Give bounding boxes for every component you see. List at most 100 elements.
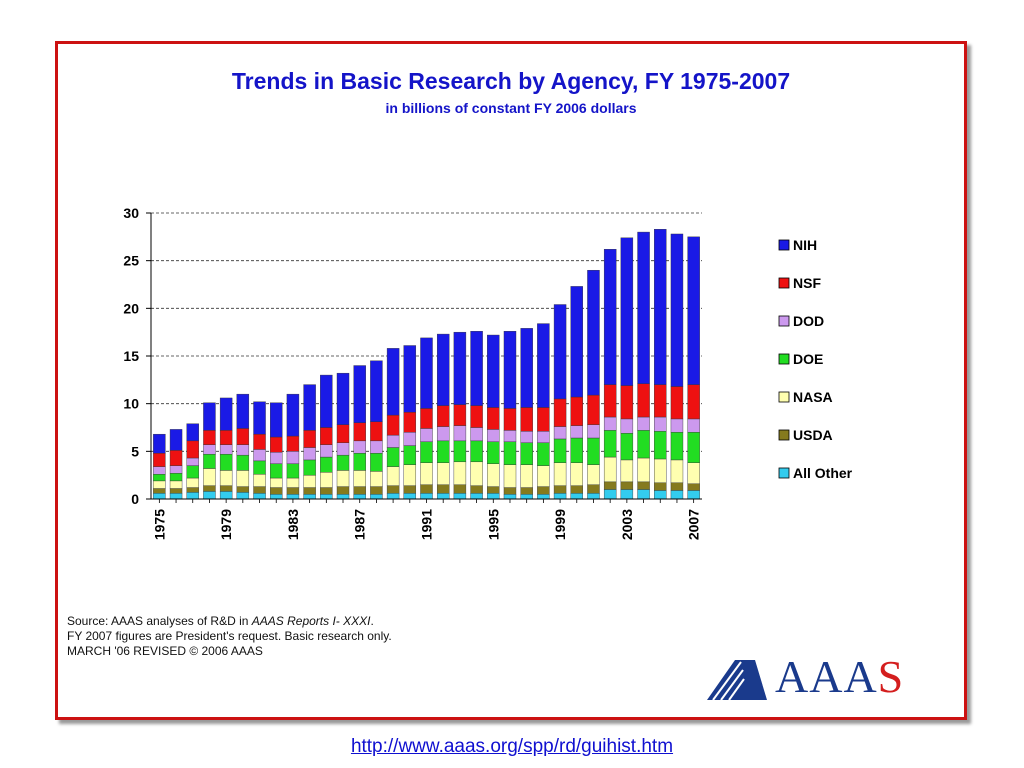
legend-swatch bbox=[778, 467, 790, 479]
source-url-link[interactable]: http://www.aaas.org/spp/rd/guihist.htm bbox=[350, 736, 674, 757]
bar-segment bbox=[537, 486, 550, 495]
bar-segment bbox=[286, 463, 300, 479]
bar-segment bbox=[470, 331, 483, 406]
bar-segment bbox=[336, 494, 350, 500]
bar-segment bbox=[336, 424, 350, 443]
bar-segment bbox=[253, 433, 266, 450]
bar-segment bbox=[386, 466, 400, 486]
bar-segment bbox=[203, 485, 216, 492]
bar-segment bbox=[153, 493, 166, 500]
bar-segment bbox=[236, 444, 250, 456]
bar-segment bbox=[219, 485, 233, 492]
legend-swatch bbox=[778, 277, 790, 289]
bar-segment bbox=[320, 494, 333, 500]
source-report-title: AAAS Reports I- XXXI bbox=[251, 614, 371, 628]
source-note: Source: AAAS analyses of R&D in AAAS Rep… bbox=[67, 614, 467, 659]
bar-segment bbox=[253, 449, 266, 462]
bar-segment bbox=[186, 440, 199, 459]
bar-segment bbox=[253, 474, 266, 487]
bar-segment bbox=[353, 486, 366, 495]
bar-segment bbox=[153, 488, 166, 494]
bar-segment bbox=[670, 482, 684, 491]
bar-segment bbox=[169, 429, 183, 451]
bar-segment bbox=[587, 493, 600, 500]
bar-segment bbox=[553, 485, 567, 494]
bar-segment bbox=[386, 447, 400, 467]
y-tick-label: 10 bbox=[123, 396, 139, 412]
legend-label: NIH bbox=[793, 237, 817, 253]
logo-text-last-letter: S bbox=[877, 651, 905, 702]
bar-segment bbox=[587, 269, 600, 396]
bar-segment bbox=[169, 473, 183, 482]
bar-segment bbox=[520, 464, 533, 488]
bar-segment bbox=[370, 486, 383, 495]
bar-segment bbox=[487, 407, 500, 430]
bar-segment bbox=[620, 385, 634, 420]
bar-segment bbox=[153, 466, 166, 475]
bar-segment bbox=[620, 418, 634, 434]
bar-segment bbox=[303, 459, 316, 476]
bar-segment bbox=[303, 430, 316, 448]
bar-segment bbox=[654, 384, 667, 418]
bar-segment bbox=[670, 432, 684, 461]
bar-segment bbox=[603, 489, 617, 500]
bar-segment bbox=[286, 393, 300, 437]
bar-segment bbox=[637, 457, 650, 483]
bar-segment bbox=[169, 450, 183, 466]
bar-segment bbox=[403, 432, 417, 446]
bar-segment bbox=[603, 384, 617, 418]
legend-swatch bbox=[778, 429, 790, 441]
bar-segment bbox=[620, 237, 634, 386]
bar-segment bbox=[186, 465, 199, 479]
bar-segment bbox=[270, 436, 283, 453]
bar-segment bbox=[654, 490, 667, 500]
bar-segment bbox=[253, 486, 266, 494]
bar-segment bbox=[503, 408, 517, 431]
legend-label: DOD bbox=[793, 313, 824, 329]
bar-segment bbox=[153, 474, 166, 482]
legend-label: USDA bbox=[793, 427, 833, 443]
bar-segment bbox=[370, 453, 383, 472]
bar-segment bbox=[403, 445, 417, 465]
bar-segment bbox=[219, 491, 233, 500]
bar-segment bbox=[553, 304, 567, 400]
bar-segment bbox=[570, 396, 583, 426]
bar-segment bbox=[303, 474, 316, 488]
source-line-1-suffix: . bbox=[370, 614, 374, 628]
bar-segment bbox=[570, 425, 583, 439]
bar-segment bbox=[420, 337, 433, 409]
bar-segment bbox=[403, 412, 417, 433]
bar-segment bbox=[654, 416, 667, 432]
logo-text-main: AAA bbox=[775, 651, 878, 702]
bar-segment bbox=[420, 428, 433, 443]
bar-segment bbox=[637, 231, 650, 384]
bar-segment bbox=[603, 249, 617, 385]
bar-segment bbox=[370, 421, 383, 442]
x-tick-label: 2003 bbox=[619, 509, 635, 540]
bar-segment bbox=[487, 441, 500, 464]
bar-segment bbox=[386, 414, 400, 436]
bar-segment bbox=[270, 402, 283, 438]
bar-segment bbox=[620, 489, 634, 500]
bar-segment bbox=[353, 422, 366, 442]
bar-segment bbox=[620, 459, 634, 483]
bar-segment bbox=[537, 407, 550, 432]
bar-segment bbox=[203, 444, 216, 455]
bar-segment bbox=[153, 433, 166, 454]
bar-segment bbox=[687, 384, 700, 420]
bar-segment bbox=[553, 398, 567, 427]
stacked-bar-chart: 0 5 10 15 20 25 30 1975 1979 1983 1987 1991 1995 1999… bbox=[123, 205, 852, 540]
bar-segment bbox=[403, 485, 417, 494]
bar-segment bbox=[587, 484, 600, 494]
bar-segment bbox=[520, 442, 533, 465]
bar-segment bbox=[520, 431, 533, 443]
bar-segment bbox=[503, 331, 517, 409]
bar-segment bbox=[270, 452, 283, 464]
bar-segment bbox=[687, 462, 700, 484]
bar-segment bbox=[386, 348, 400, 416]
bar-segment bbox=[153, 480, 166, 489]
bar-segment bbox=[270, 463, 283, 479]
bar-segment bbox=[303, 447, 316, 461]
bar-segment bbox=[320, 472, 333, 488]
bar-segment bbox=[286, 494, 300, 500]
